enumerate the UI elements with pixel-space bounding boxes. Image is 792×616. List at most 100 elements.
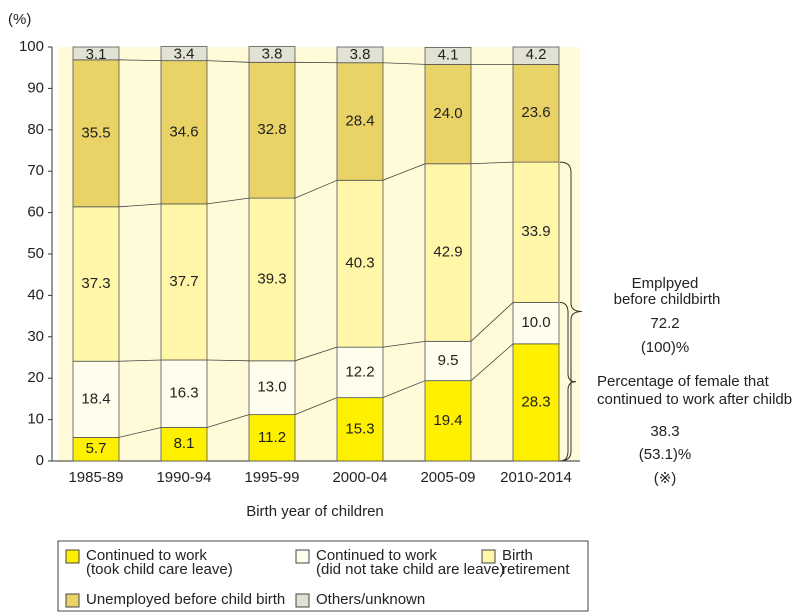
data-label: 23.6 bbox=[521, 104, 550, 121]
data-label: 11.2 bbox=[258, 429, 286, 446]
data-label: 4.1 bbox=[438, 46, 459, 63]
legend-swatch bbox=[65, 593, 80, 608]
legend-label: Unemployed before child birth bbox=[86, 591, 285, 608]
bar-segment bbox=[336, 46, 384, 64]
bar-segment bbox=[160, 46, 208, 62]
bar-segment bbox=[72, 46, 120, 61]
bar-segment bbox=[72, 59, 120, 208]
plot-background bbox=[58, 47, 580, 461]
data-label: 15.3 bbox=[345, 420, 374, 437]
legend-swatch bbox=[65, 549, 80, 564]
bar-segment bbox=[424, 63, 472, 165]
bar-segment bbox=[336, 346, 384, 399]
legend-label: (did not take child are leave) bbox=[316, 561, 504, 578]
connector bbox=[118, 203, 162, 208]
y-tick-label: 100 bbox=[19, 38, 44, 55]
connector bbox=[382, 340, 426, 348]
y-tick-label: 70 bbox=[27, 162, 44, 179]
bar-segment bbox=[512, 343, 560, 462]
y-tick-label: 20 bbox=[27, 369, 44, 386]
annotation: before childbirth bbox=[614, 291, 721, 308]
x-tick-label: 2005-09 bbox=[420, 469, 475, 486]
y-tick-label: 60 bbox=[27, 204, 44, 221]
x-tick-label: 2000-04 bbox=[332, 469, 387, 486]
annotation: (100)% bbox=[641, 339, 689, 356]
bar-segment bbox=[512, 46, 560, 65]
data-label: 28.4 bbox=[345, 112, 374, 129]
data-label: 16.3 bbox=[169, 385, 198, 402]
x-tick-label: 1985-89 bbox=[68, 469, 123, 486]
bar-segment bbox=[424, 163, 472, 342]
data-label: 42.9 bbox=[433, 244, 462, 261]
bar-segment bbox=[424, 340, 472, 382]
legend-swatch bbox=[295, 549, 310, 564]
bar-segment bbox=[248, 46, 296, 63]
data-label: 33.9 bbox=[521, 223, 550, 240]
annotation: continued to work after childbirth bbox=[597, 391, 792, 408]
connector bbox=[294, 179, 338, 199]
connector bbox=[206, 60, 250, 63]
y-tick-label: 40 bbox=[27, 286, 44, 303]
brace bbox=[559, 301, 577, 462]
y-tick-label: 80 bbox=[27, 121, 44, 138]
legend-box bbox=[57, 540, 589, 612]
bar-segment bbox=[160, 427, 208, 462]
data-label: 3.4 bbox=[174, 46, 195, 63]
data-label: 3.8 bbox=[262, 46, 283, 63]
connector bbox=[382, 380, 426, 399]
data-label: 39.3 bbox=[257, 270, 286, 287]
bar-segment bbox=[336, 397, 384, 462]
x-tick-label: 1995-99 bbox=[244, 469, 299, 486]
connector bbox=[470, 161, 514, 165]
y-tick-label: 30 bbox=[27, 328, 44, 345]
annotation: 38.3 bbox=[650, 423, 679, 440]
legend-label: Others/unknown bbox=[316, 591, 425, 608]
bar-segment bbox=[160, 359, 208, 428]
annotation: Percentage of female that bbox=[597, 373, 770, 390]
y-tick-label: 0 bbox=[36, 452, 44, 469]
data-label: 13.0 bbox=[257, 379, 286, 396]
bar-segment bbox=[424, 47, 472, 65]
bar-segment bbox=[248, 414, 296, 462]
data-label: 32.8 bbox=[257, 121, 286, 138]
data-label: 34.6 bbox=[169, 123, 198, 140]
data-label: 3.8 bbox=[350, 46, 371, 63]
annotation: Emplpyed bbox=[632, 275, 699, 292]
x-axis-label: Birth year of children bbox=[246, 503, 384, 520]
legend-label: retirement bbox=[502, 561, 570, 578]
y-tick-label: 10 bbox=[27, 411, 44, 428]
legend-swatch bbox=[295, 593, 310, 608]
bar-segment bbox=[512, 302, 560, 345]
data-label: 18.4 bbox=[81, 390, 110, 407]
connector bbox=[118, 359, 162, 362]
data-label: 28.3 bbox=[521, 393, 550, 410]
bar-segment bbox=[248, 197, 296, 362]
data-label: 3.1 bbox=[86, 46, 107, 63]
legend-label: (took child care leave) bbox=[86, 561, 233, 578]
data-label: 8.1 bbox=[174, 435, 195, 452]
data-label: 35.5 bbox=[81, 124, 110, 141]
connector bbox=[294, 397, 338, 416]
annotation: (※) bbox=[654, 470, 677, 487]
legend-label: Birth bbox=[502, 547, 533, 564]
data-label: 4.2 bbox=[526, 46, 547, 63]
legend-label: Continued to work bbox=[316, 547, 437, 564]
annotation: (53.1)% bbox=[639, 446, 692, 463]
connector bbox=[294, 346, 338, 362]
data-label: 37.3 bbox=[81, 275, 110, 292]
annotation: 72.2 bbox=[650, 315, 679, 332]
connector bbox=[206, 414, 250, 428]
data-label: 40.3 bbox=[345, 255, 374, 272]
bar-segment bbox=[248, 360, 296, 416]
data-label: 37.7 bbox=[169, 273, 198, 290]
data-label: 10.0 bbox=[521, 314, 550, 331]
bar-segment bbox=[336, 179, 384, 348]
bar-segment bbox=[160, 60, 208, 205]
y-tick-label: 90 bbox=[27, 79, 44, 96]
brace bbox=[559, 161, 583, 462]
y-axis-label: (%) bbox=[8, 11, 31, 28]
connector bbox=[118, 59, 162, 62]
bar-segment bbox=[72, 206, 120, 362]
bar-segment bbox=[336, 62, 384, 181]
